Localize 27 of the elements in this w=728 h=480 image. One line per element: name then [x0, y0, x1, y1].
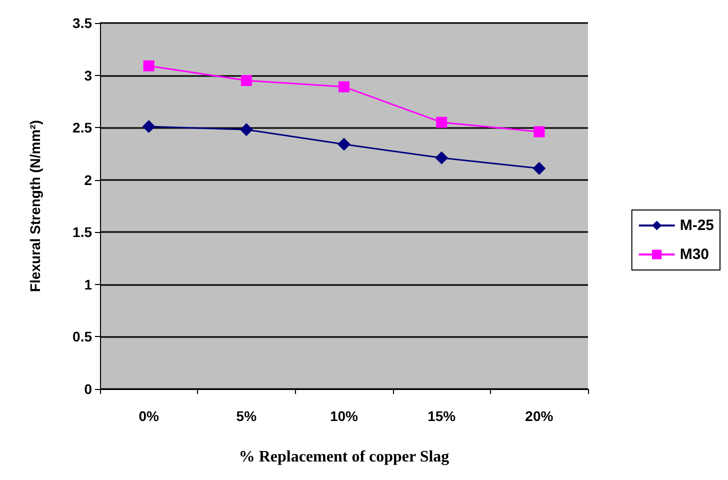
legend-label: M-25 — [680, 217, 714, 234]
y-tick-label: 3.5 — [72, 15, 92, 31]
y-tick-label: 0 — [84, 381, 92, 397]
point — [338, 138, 350, 151]
y-tick-label: 1.5 — [72, 224, 92, 240]
x-tick-label: 20% — [525, 408, 554, 424]
x-tick-label: 10% — [330, 408, 359, 424]
point — [143, 60, 154, 72]
x-axis-title: % Replacement of copper Slag — [238, 448, 450, 466]
legend-label: M30 — [680, 246, 710, 263]
x-tick-label: 15% — [428, 408, 456, 424]
point — [532, 162, 546, 175]
y-tick-label: 2.5 — [72, 120, 92, 136]
point — [534, 126, 545, 138]
y-tick-label: 3 — [84, 67, 92, 84]
x-tick-label: 0% — [138, 408, 160, 424]
x-tick-label: 5% — [236, 408, 258, 424]
point — [240, 75, 252, 86]
y-tick-label: 2 — [84, 172, 92, 188]
point — [435, 151, 448, 164]
point — [436, 116, 448, 128]
point — [240, 123, 253, 136]
point — [142, 120, 156, 134]
y-tick-label: 0.5 — [72, 328, 92, 345]
y-tick-label: 1 — [84, 276, 92, 292]
point — [338, 81, 350, 92]
y-axis-title: Flexural Strength (N/mm²) — [27, 120, 43, 292]
